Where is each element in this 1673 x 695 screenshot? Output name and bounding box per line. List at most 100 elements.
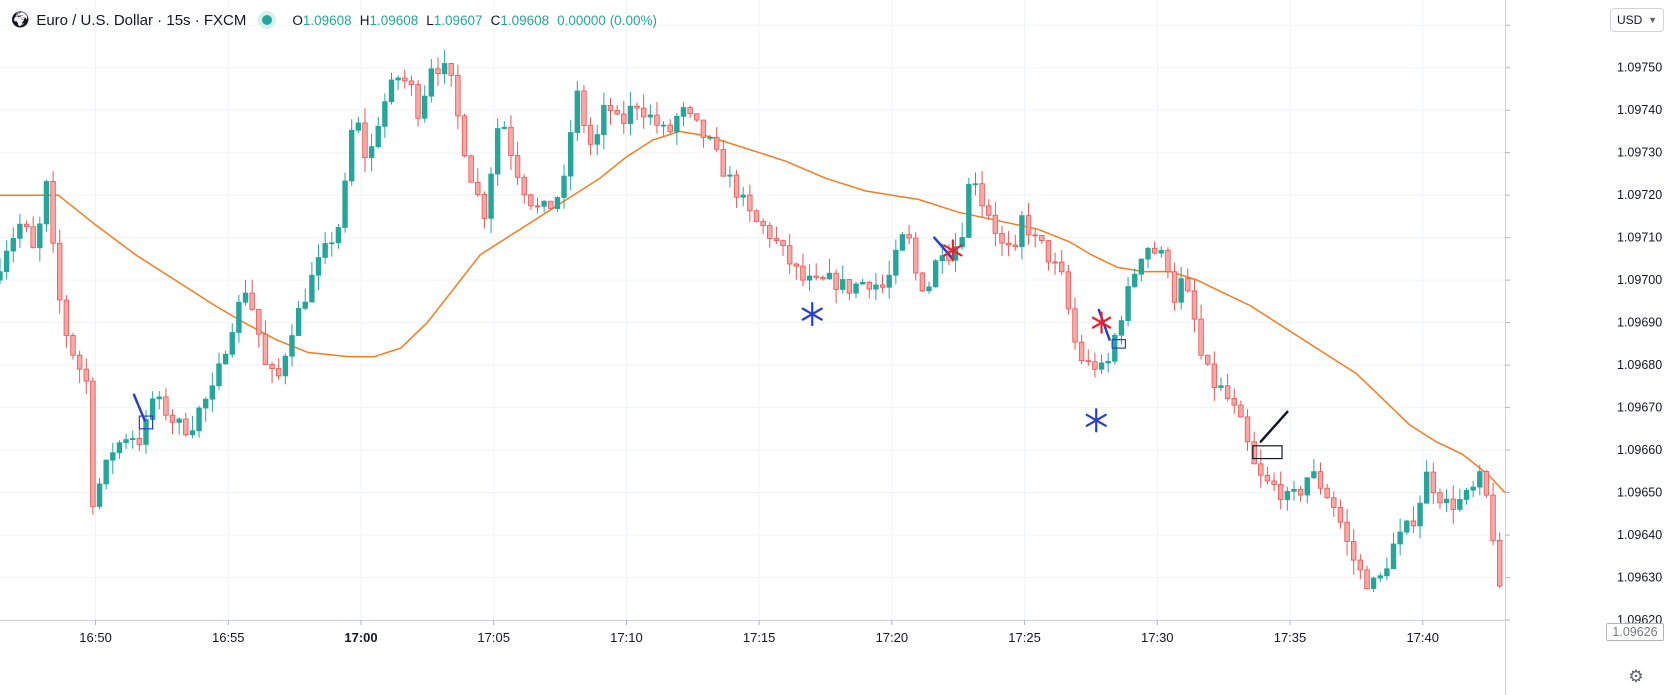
asterisk-stroke bbox=[1091, 316, 1112, 329]
candle-body bbox=[461, 115, 468, 157]
candle-body bbox=[992, 214, 999, 234]
candle-body bbox=[601, 104, 607, 135]
candle-body bbox=[1191, 290, 1198, 320]
candle-body bbox=[388, 79, 395, 103]
candle-body bbox=[674, 115, 680, 133]
candle-body bbox=[1005, 242, 1012, 246]
asterisk-stroke bbox=[1085, 413, 1107, 427]
candle-body bbox=[1165, 249, 1171, 273]
candle-body bbox=[687, 107, 693, 115]
candle-body bbox=[826, 272, 833, 280]
candle-body bbox=[1490, 494, 1496, 541]
candle-body bbox=[1244, 416, 1251, 443]
candle-body bbox=[1271, 480, 1277, 485]
gear-icon[interactable]: ⚙ bbox=[1628, 667, 1644, 686]
candle-body bbox=[707, 137, 713, 139]
candle-body bbox=[959, 237, 965, 248]
candle-body bbox=[183, 418, 189, 436]
candle-body bbox=[421, 95, 428, 119]
candle-body bbox=[713, 137, 720, 150]
drawing-annotations[interactable] bbox=[132, 236, 1289, 460]
candle-body bbox=[1437, 492, 1443, 504]
candle-body bbox=[1284, 490, 1291, 501]
candle-body bbox=[833, 272, 839, 290]
asterisk-marker bbox=[801, 302, 823, 327]
candle-body bbox=[475, 181, 481, 195]
candle-body bbox=[1045, 240, 1052, 263]
candle-body bbox=[1224, 385, 1231, 399]
candle-body bbox=[541, 200, 547, 207]
candle-body bbox=[116, 442, 123, 454]
candle-body bbox=[176, 418, 182, 423]
candle-body bbox=[873, 284, 879, 290]
symbol-legend[interactable]: 🌍︎ Euro / U.S. Dollar · 15s · FXCM O1.09… bbox=[10, 9, 657, 31]
candle-body bbox=[853, 283, 859, 294]
candle-body bbox=[1417, 502, 1423, 527]
time-tick-label: 17:40 bbox=[1406, 630, 1439, 645]
candle-body bbox=[727, 174, 733, 177]
candle-body bbox=[1085, 360, 1091, 363]
candle-body bbox=[222, 353, 229, 365]
candle-body bbox=[554, 197, 561, 209]
candle-body bbox=[660, 124, 667, 127]
candle-body bbox=[1218, 385, 1224, 388]
candle-body bbox=[1198, 318, 1204, 356]
candle-body bbox=[1344, 521, 1350, 542]
time-tick-label: 17:30 bbox=[1141, 630, 1174, 645]
pen-stroke bbox=[1259, 410, 1289, 443]
price-tick-label: 1.09740 bbox=[1617, 103, 1662, 117]
candle-body bbox=[1331, 497, 1337, 508]
candle-body bbox=[694, 113, 700, 121]
candle-body bbox=[1496, 539, 1503, 587]
candle-body bbox=[43, 181, 50, 225]
market-open-dot-icon bbox=[262, 15, 273, 25]
candle-body bbox=[1483, 471, 1490, 496]
price-tick-label: 1.09660 bbox=[1617, 443, 1662, 457]
candle-body bbox=[229, 332, 235, 355]
candle-body bbox=[362, 122, 368, 158]
candle-body bbox=[1410, 520, 1417, 527]
candle-body bbox=[667, 124, 673, 133]
candle-body bbox=[302, 301, 308, 309]
candle-body bbox=[289, 335, 295, 357]
candle-body bbox=[455, 74, 461, 117]
candle-body bbox=[899, 234, 906, 251]
candle-body bbox=[561, 175, 567, 198]
candle-body bbox=[123, 439, 129, 444]
open-value: 1.09608 bbox=[302, 12, 352, 28]
candle-body bbox=[428, 68, 435, 97]
candle-body bbox=[1185, 278, 1191, 292]
candle-body bbox=[1132, 273, 1138, 287]
chart-grid bbox=[0, 0, 1505, 621]
time-tick-label: 17:05 bbox=[477, 630, 510, 645]
symbol-title[interactable]: Euro / U.S. Dollar · 15s · FXCM bbox=[36, 11, 247, 29]
candle-body bbox=[1072, 308, 1078, 343]
candle-body bbox=[840, 279, 846, 290]
candle-body bbox=[1430, 471, 1437, 494]
candle-body bbox=[627, 105, 634, 124]
candle-body bbox=[1317, 471, 1324, 489]
currency-dropdown[interactable]: USD ▼ bbox=[1610, 8, 1664, 32]
candle-body bbox=[395, 77, 401, 81]
time-tick-label: 17:20 bbox=[876, 630, 909, 645]
high-label: H bbox=[359, 12, 370, 28]
candle-body bbox=[760, 221, 766, 226]
candle-body bbox=[30, 226, 36, 249]
candle-body bbox=[1039, 235, 1045, 241]
time-tick-label: 16:50 bbox=[79, 630, 112, 645]
time-tick-label: 17:35 bbox=[1274, 630, 1307, 645]
candle-body bbox=[1059, 261, 1065, 273]
low-label: L bbox=[426, 12, 434, 28]
close-value: 1.09608 bbox=[500, 12, 550, 28]
candle-body bbox=[468, 155, 474, 183]
price-tick-label: 1.09750 bbox=[1617, 61, 1662, 75]
candle-body bbox=[1258, 463, 1264, 476]
time-tick-label: 17:25 bbox=[1008, 630, 1041, 645]
candle-body bbox=[767, 225, 773, 239]
ohlc-values: O1.09608 H1.09608 L1.09607 C1.09608 0.00… bbox=[292, 13, 657, 28]
price-tick-label: 1.09710 bbox=[1617, 231, 1662, 245]
time-tick-label: 17:15 bbox=[743, 630, 776, 645]
candle-body bbox=[1311, 471, 1317, 479]
time-axis-panel bbox=[0, 620, 1505, 695]
